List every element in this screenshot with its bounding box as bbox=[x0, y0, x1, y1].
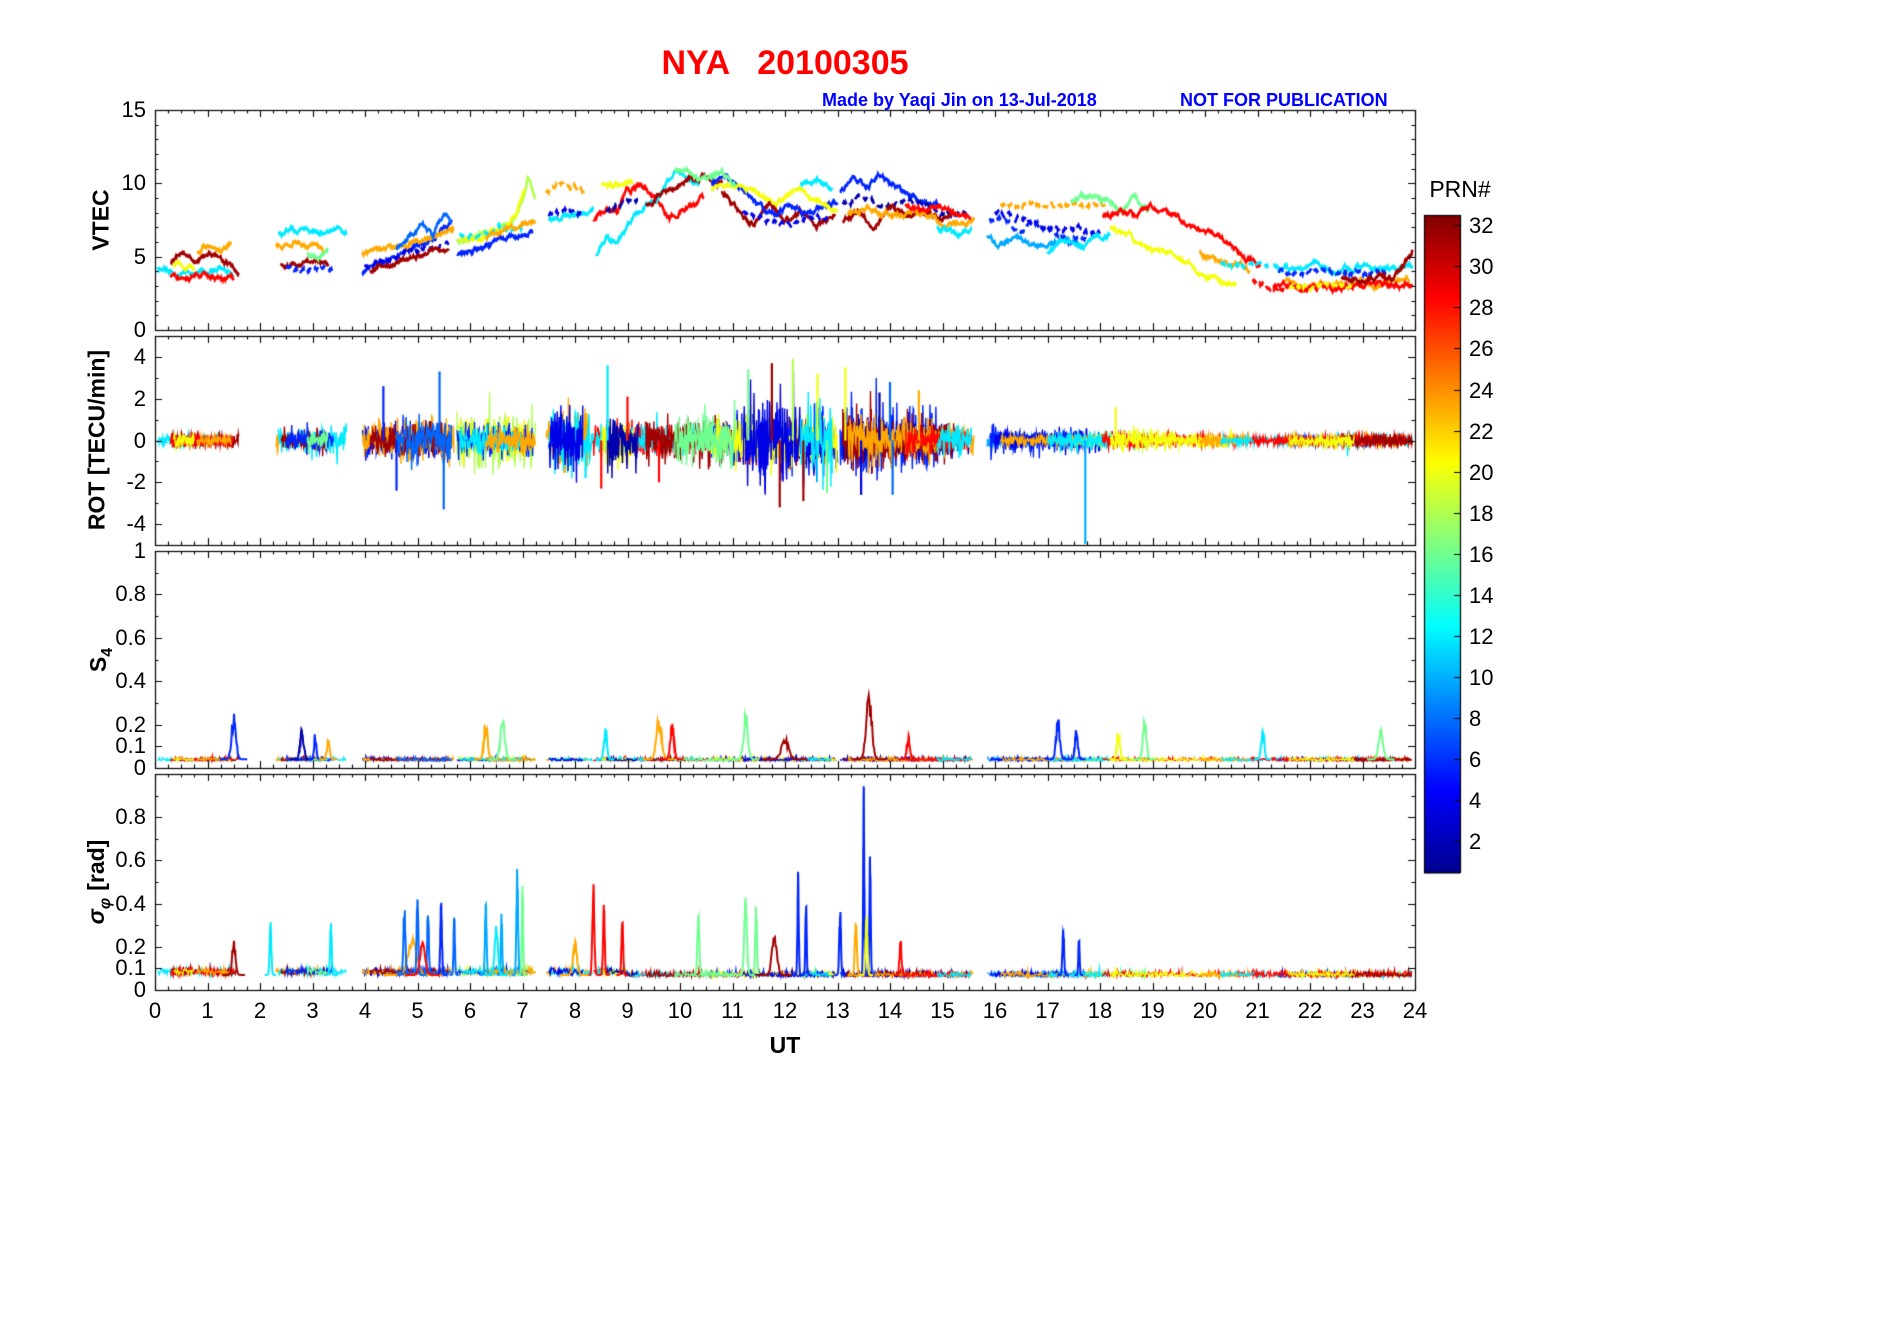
ylabel-sigma-phi: σφ [rad] bbox=[83, 840, 115, 925]
colorbar-tick-label: 4 bbox=[1469, 787, 1482, 813]
colorbar-tick-label: 30 bbox=[1469, 253, 1494, 279]
colorbar-tick-label: 2 bbox=[1469, 828, 1482, 854]
y-tick-label: 0.2 bbox=[115, 711, 146, 737]
colorbar-tick-label: 24 bbox=[1469, 377, 1494, 403]
sigma-symbol: σ bbox=[83, 909, 110, 925]
x-tick-label: 6 bbox=[463, 998, 477, 1023]
y-tick-label: 0 bbox=[133, 755, 146, 780]
rad-unit: [rad] bbox=[83, 839, 110, 891]
phi-subscript: φ bbox=[96, 897, 114, 910]
x-tick-label: 19 bbox=[1140, 998, 1165, 1023]
colorbar-tick-label: 18 bbox=[1469, 500, 1494, 526]
y-tick-label: 15 bbox=[121, 97, 146, 122]
y-tick-label: 0 bbox=[133, 427, 146, 453]
colorbar-tick-label: 16 bbox=[1469, 541, 1494, 567]
y-tick-label: -2 bbox=[126, 469, 146, 495]
credit-text: Made by Yaqi Jin on 13-Jul-2018 bbox=[822, 90, 1097, 110]
y-tick-label: 0.8 bbox=[115, 804, 146, 830]
colorbar-tick-label: 32 bbox=[1469, 212, 1494, 238]
x-axis-label: UT bbox=[769, 1032, 801, 1058]
y-tick-label: 0.8 bbox=[115, 581, 146, 607]
chart-title: NYA 20100305 bbox=[661, 44, 909, 82]
s4-subscript: 4 bbox=[98, 647, 116, 657]
publication-notice: NOT FOR PUBLICATION bbox=[1180, 90, 1388, 110]
x-tick-label: 14 bbox=[877, 998, 903, 1023]
colorbar-tick-label: 6 bbox=[1469, 746, 1482, 772]
x-tick-label: 16 bbox=[982, 998, 1008, 1023]
y-tick-label: 0.4 bbox=[115, 668, 146, 694]
x-tick-label: 9 bbox=[621, 998, 634, 1023]
x-tick-label: 12 bbox=[772, 998, 798, 1023]
colorbar-tick-label: 12 bbox=[1469, 623, 1494, 649]
y-tick-label: 0 bbox=[133, 317, 146, 342]
ylabel-s4: S4 bbox=[85, 648, 117, 672]
s4-symbol: S bbox=[85, 656, 112, 673]
x-tick-label: 8 bbox=[568, 998, 582, 1023]
x-tick-label: 24 bbox=[1402, 998, 1428, 1023]
y-tick-label: 10 bbox=[121, 170, 146, 196]
y-tick-label: 5 bbox=[133, 243, 146, 269]
ylabel-vtec: VTEC bbox=[87, 189, 114, 251]
y-tick-label: 0.6 bbox=[115, 847, 146, 873]
y-tick-label: 1 bbox=[133, 538, 146, 563]
x-tick-label: 13 bbox=[825, 998, 850, 1023]
y-tick-label: 0.2 bbox=[115, 933, 146, 959]
x-tick-label: 18 bbox=[1087, 998, 1113, 1023]
x-tick-label: 7 bbox=[516, 998, 529, 1023]
y-tick-label: 0.1 bbox=[115, 733, 146, 759]
x-tick-label: 3 bbox=[306, 998, 319, 1023]
x-tick-label: 15 bbox=[930, 998, 955, 1023]
colorbar-tick-label: 22 bbox=[1469, 418, 1494, 444]
x-tick-label: 0 bbox=[148, 998, 162, 1023]
y-tick-label: 2 bbox=[133, 385, 146, 411]
colorbar-tick-label: 26 bbox=[1469, 335, 1494, 361]
x-tick-label: 11 bbox=[721, 998, 744, 1023]
x-tick-label: 23 bbox=[1350, 998, 1375, 1023]
y-tick-label: 0.6 bbox=[115, 624, 146, 650]
x-tick-label: 22 bbox=[1297, 998, 1323, 1023]
x-tick-label: 17 bbox=[1035, 998, 1060, 1023]
y-tick-label: 0 bbox=[133, 977, 146, 1002]
colorbar-tick-label: 10 bbox=[1469, 664, 1494, 690]
x-tick-label: 21 bbox=[1245, 998, 1270, 1023]
colorbar-tick-label: 28 bbox=[1469, 294, 1494, 320]
ylabel-rot: ROT [TECU/min] bbox=[83, 349, 110, 531]
y-tick-label: 4 bbox=[133, 343, 146, 369]
x-tick-label: 4 bbox=[358, 998, 372, 1023]
y-tick-label: 0.1 bbox=[115, 955, 146, 981]
colorbar-tick-label: 8 bbox=[1469, 705, 1482, 731]
x-tick-label: 2 bbox=[253, 998, 267, 1023]
x-tick-label: 5 bbox=[411, 998, 424, 1023]
x-tick-label: 1 bbox=[201, 998, 214, 1023]
colorbar-tick-label: 20 bbox=[1469, 459, 1494, 485]
x-tick-label: 20 bbox=[1192, 998, 1218, 1023]
x-tick-label: 10 bbox=[667, 998, 693, 1023]
colorbar-tick-label: 14 bbox=[1469, 582, 1494, 608]
colorbar-title: PRN# bbox=[1429, 176, 1491, 202]
y-tick-label: 0.4 bbox=[115, 890, 146, 916]
y-tick-label: -4 bbox=[126, 511, 146, 537]
